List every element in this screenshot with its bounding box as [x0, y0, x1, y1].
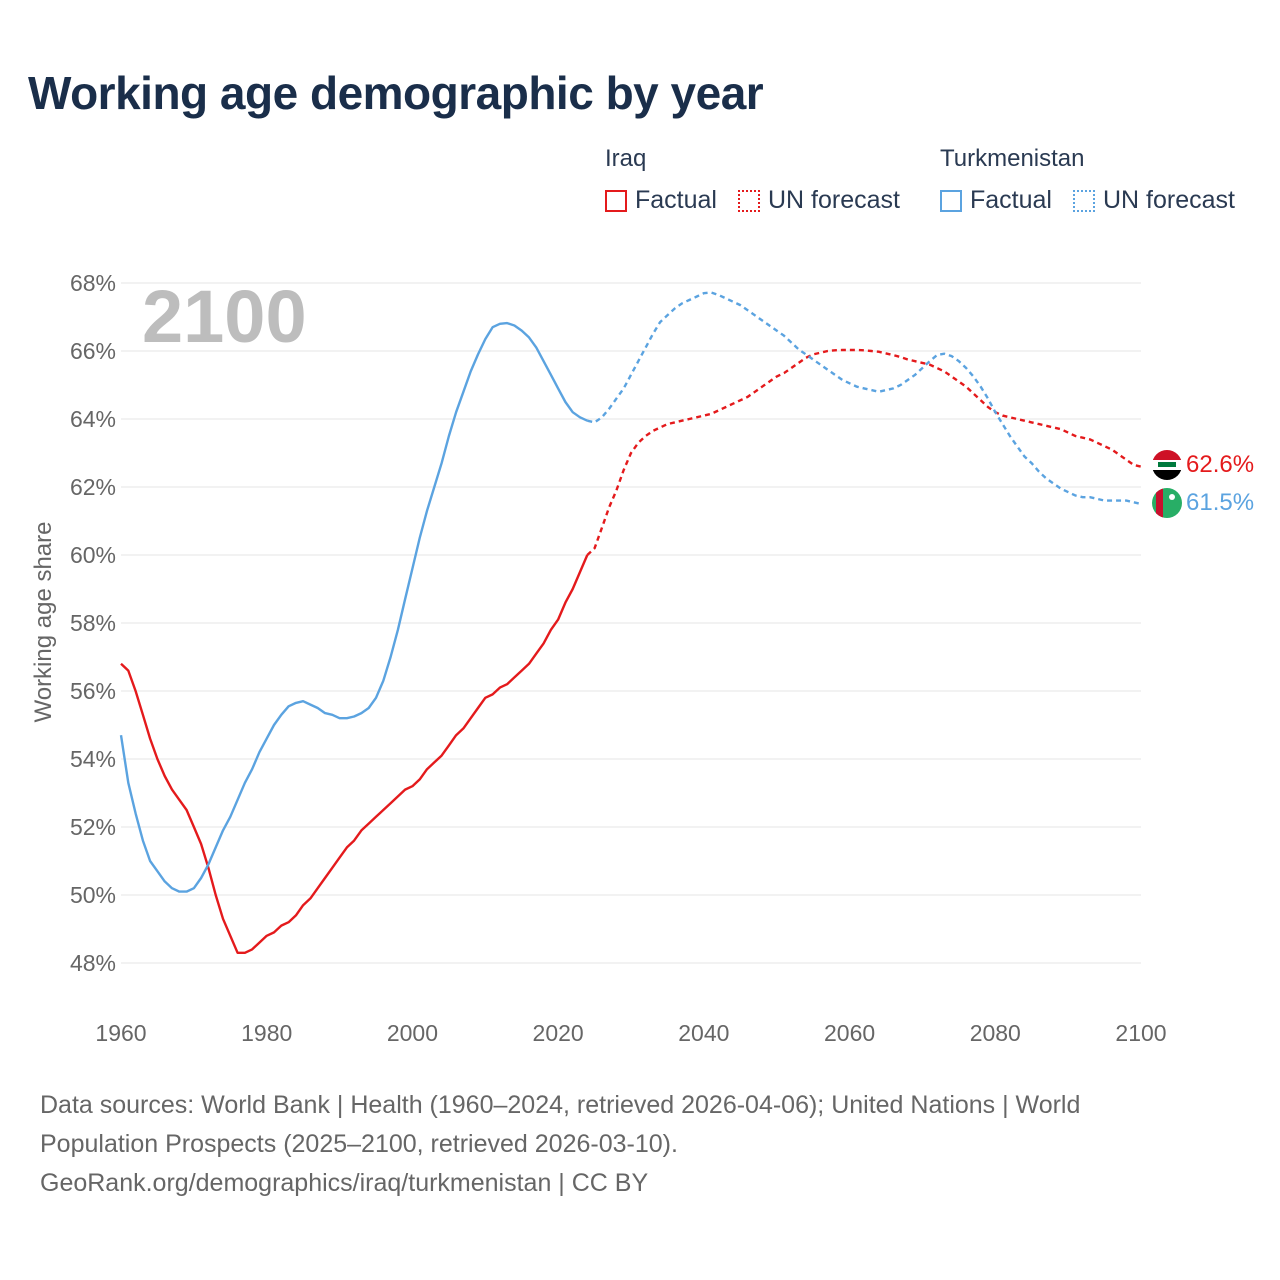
x-tick-label: 2060: [824, 1020, 875, 1046]
y-tick-label: 64%: [70, 406, 116, 432]
page-title: Working age demographic by year: [28, 67, 764, 119]
y-tick-label: 58%: [70, 610, 116, 636]
legend-group-iraq: Iraq: [605, 145, 647, 172]
y-axis-ticks: 48% 50% 52% 54% 56% 58% 60% 62% 64% 66% 68%: [70, 270, 116, 976]
y-tick-label: 66%: [70, 338, 116, 364]
legend-label: UN forecast: [768, 186, 900, 214]
iraq-flag-icon: [1152, 450, 1182, 480]
x-tick-label: 2040: [678, 1020, 729, 1046]
x-axis-ticks: 1960 1980 2000 2020 2040 2060 2080 2100: [95, 1020, 1166, 1046]
footer-sources: Data sources: World Bank | Health (1960–…: [40, 1086, 1240, 1203]
x-tick-label: 2000: [387, 1020, 438, 1046]
turkmenistan-flag-icon: [1152, 488, 1182, 518]
legend-group-turkmenistan: Turkmenistan: [940, 145, 1085, 172]
series-line-iraq-factual: [120, 554, 589, 954]
legend-turkmenistan-factual[interactable]: Factual: [940, 186, 1052, 215]
legend-swatch-turkmenistan-factual: [940, 189, 962, 212]
y-tick-label: 60%: [70, 542, 116, 568]
current-year-label: 2100: [142, 275, 307, 358]
x-tick-label: 2020: [533, 1020, 584, 1046]
end-label-turkmenistan: 61.5%: [1186, 489, 1254, 516]
legend-swatch-iraq-forecast: [738, 189, 760, 212]
footer-line: Data sources: World Bank | Health (1960–…: [40, 1091, 1081, 1119]
y-tick-label: 48%: [70, 950, 116, 976]
footer-line: Population Prospects (2025–2100, retriev…: [40, 1130, 678, 1158]
legend-label: Factual: [635, 186, 717, 214]
series-line-turkmenistan-factual: [119, 321, 588, 893]
end-label-iraq: 62.6%: [1186, 451, 1254, 478]
y-tick-label: 54%: [70, 746, 116, 772]
y-tick-label: 62%: [70, 474, 116, 500]
y-tick-label: 68%: [70, 270, 116, 296]
series-line-turkmenistan-forecast: [587, 291, 1142, 506]
y-tick-label: 52%: [70, 814, 116, 840]
footer-line: GeoRank.org/demographics/iraq/turkmenist…: [40, 1169, 649, 1197]
legend-turkmenistan-forecast[interactable]: UN forecast: [1073, 186, 1235, 215]
series-lines: [119, 291, 1142, 954]
y-tick-label: 56%: [70, 678, 116, 704]
legend-label: Factual: [970, 186, 1052, 214]
x-tick-label: 1960: [95, 1020, 146, 1046]
legend-iraq-factual[interactable]: Factual: [605, 186, 717, 215]
y-axis-label: Working age share: [30, 522, 57, 723]
legend-swatch-iraq-factual: [605, 189, 627, 212]
series-line-iraq-forecast: [586, 348, 1142, 556]
legend-swatch-turkmenistan-forecast: [1073, 189, 1095, 212]
y-tick-label: 50%: [70, 882, 116, 908]
grid-lines: [121, 282, 1141, 964]
legend-label: UN forecast: [1103, 186, 1235, 214]
legend-iraq-forecast[interactable]: UN forecast: [738, 186, 900, 215]
x-tick-label: 1980: [241, 1020, 292, 1046]
line-chart: 48%50%52%54%56%58%60%62%64%66%68% 1960 19…: [30, 270, 1254, 1046]
x-tick-label: 2080: [970, 1020, 1021, 1046]
x-tick-label: 2100: [1115, 1020, 1166, 1046]
